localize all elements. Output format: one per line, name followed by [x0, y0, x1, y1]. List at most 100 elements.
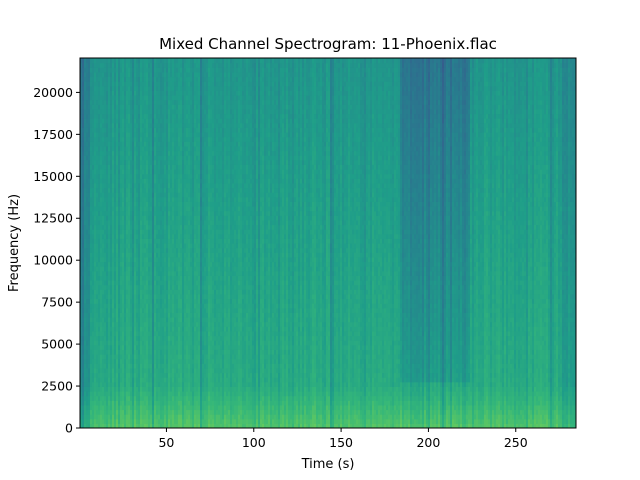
heatmap-cell — [100, 252, 103, 258]
heatmap-cell — [110, 62, 113, 68]
heatmap-cell — [104, 404, 107, 411]
heatmap-cell — [112, 210, 115, 216]
heatmap-cell — [80, 108, 83, 115]
heatmap-cell — [122, 409, 125, 415]
heatmap-cell — [110, 418, 113, 424]
heatmap-cell — [108, 266, 111, 272]
heatmap-cell — [108, 395, 111, 401]
heatmap-cell — [106, 155, 109, 161]
heatmap-cell — [102, 201, 105, 207]
heatmap-cell — [114, 312, 117, 318]
heatmap-cell — [130, 243, 133, 249]
heatmap-cell — [128, 423, 131, 428]
heatmap-cell — [116, 155, 119, 161]
heatmap-cell — [112, 414, 115, 420]
heatmap-cell — [126, 178, 129, 184]
heatmap-cell — [124, 210, 127, 216]
heatmap-cell — [82, 307, 85, 313]
heatmap-cell — [102, 178, 105, 184]
heatmap-cell — [80, 261, 83, 267]
heatmap-cell — [126, 155, 129, 161]
heatmap-cell — [80, 280, 83, 286]
heatmap-cell — [104, 196, 107, 202]
heatmap-cell — [84, 95, 87, 101]
heatmap-cell — [90, 81, 93, 87]
heatmap-cell — [110, 349, 113, 355]
heatmap-cell — [100, 229, 103, 235]
heatmap-cell — [82, 414, 85, 420]
heatmap-cell — [96, 104, 99, 110]
heatmap-cell — [128, 206, 131, 212]
heatmap-cell — [104, 132, 107, 138]
heatmap-cell — [100, 122, 103, 128]
heatmap-cell — [108, 303, 111, 309]
heatmap-cell — [124, 104, 127, 110]
heatmap-cell — [116, 95, 119, 101]
heatmap-cell — [88, 284, 91, 290]
heatmap-cell — [96, 229, 99, 235]
heatmap-cell — [82, 298, 85, 304]
heatmap-cell — [112, 85, 115, 91]
heatmap-cell — [120, 182, 123, 189]
heatmap-cell — [110, 233, 113, 239]
heatmap-cell — [122, 76, 125, 82]
heatmap-cell — [118, 178, 121, 184]
heatmap-cell — [96, 118, 99, 124]
heatmap-cell — [118, 81, 121, 87]
heatmap-cell — [112, 118, 115, 124]
heatmap-cell — [88, 164, 91, 170]
heatmap-cell — [108, 312, 111, 318]
heatmap-cell — [96, 321, 99, 327]
heatmap-cell — [110, 187, 113, 193]
heatmap-cell — [82, 312, 85, 318]
heatmap-cell — [88, 261, 91, 267]
heatmap-cell — [86, 307, 89, 313]
heatmap-cell — [88, 312, 91, 318]
heatmap-cell — [90, 275, 93, 281]
heatmap-cell — [120, 136, 123, 142]
heatmap-cell — [84, 344, 87, 350]
heatmap-cell — [108, 104, 111, 110]
heatmap-cell — [94, 391, 97, 397]
heatmap-cell — [102, 238, 105, 244]
heatmap-cell — [92, 164, 95, 170]
heatmap-cell — [130, 400, 133, 406]
heatmap-cell — [96, 173, 99, 179]
heatmap-cell — [94, 409, 97, 415]
heatmap-cell — [86, 182, 89, 189]
heatmap-cell — [128, 155, 131, 161]
heatmap-cell — [122, 85, 125, 91]
heatmap-cell — [86, 81, 89, 87]
heatmap-cell — [110, 330, 113, 337]
heatmap-cell — [80, 252, 83, 258]
heatmap-cell — [98, 196, 101, 202]
heatmap-cell — [114, 367, 117, 374]
heatmap-cell — [80, 215, 83, 221]
heatmap-cell — [96, 247, 99, 253]
heatmap-cell — [84, 201, 87, 207]
heatmap-cell — [112, 321, 115, 327]
heatmap-cell — [82, 90, 85, 96]
heatmap-cell — [110, 275, 113, 281]
heatmap-cell — [110, 206, 113, 212]
heatmap-cell — [110, 243, 113, 249]
heatmap-cell — [128, 169, 131, 175]
heatmap-cell — [124, 178, 127, 184]
heatmap-cell — [100, 169, 103, 175]
heatmap-cell — [110, 76, 113, 82]
heatmap-cell — [128, 280, 131, 286]
heatmap-cell — [86, 414, 89, 420]
heatmap-cell — [106, 182, 109, 189]
heatmap-cell — [80, 113, 83, 119]
heatmap-cell — [86, 261, 89, 267]
heatmap-cell — [110, 238, 113, 244]
heatmap-cell — [90, 423, 93, 428]
heatmap-cell — [126, 132, 129, 138]
heatmap-cell — [112, 275, 115, 281]
heatmap-cell — [88, 321, 91, 327]
heatmap-cell — [126, 201, 129, 207]
heatmap-cell — [90, 326, 93, 332]
heatmap-cell — [118, 192, 121, 198]
heatmap-cell — [110, 247, 113, 253]
heatmap-cell — [118, 182, 121, 189]
